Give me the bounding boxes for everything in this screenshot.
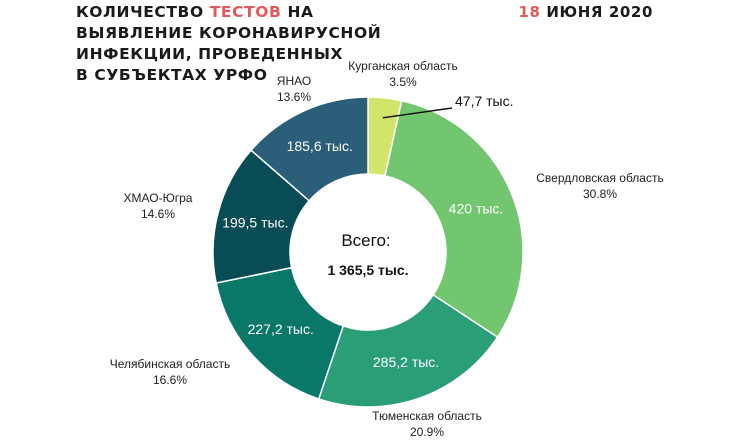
date-day: 18 bbox=[518, 3, 541, 21]
date-rest: ИЮНЯ 2020 bbox=[540, 3, 653, 21]
donut-labels: 47,7 тыс. Курганская область 3.5% 420 тыс. С… bbox=[110, 59, 664, 439]
slice-value-label: 420 тыс. bbox=[449, 200, 504, 216]
callout-line bbox=[382, 107, 453, 119]
slice-percent-label: 14.6% bbox=[141, 207, 175, 221]
slice-category-label: ХМАО-Югра bbox=[124, 191, 193, 205]
slice-2 bbox=[317, 293, 499, 408]
chart-date: 18 ИЮНЯ 2020 bbox=[518, 3, 653, 21]
slice-percent-label: 16.6% bbox=[153, 373, 187, 387]
slice-category-label: Курганская область bbox=[348, 59, 457, 73]
slice-percent-label: 13.6% bbox=[277, 90, 311, 104]
slice-1 bbox=[384, 99, 524, 339]
donut-slices bbox=[212, 96, 524, 408]
center-label: Всего: bbox=[341, 231, 390, 250]
slice-category-label: Тюменская область bbox=[372, 409, 482, 423]
slice-percent-label: 30.8% bbox=[583, 187, 617, 201]
slice-value-label: 199,5 тыс. bbox=[222, 214, 288, 230]
slice-value-label: 285,2 тыс. bbox=[373, 354, 439, 370]
title-line-4: В СУБЪЕКТАХ УРФО bbox=[76, 66, 268, 84]
slice-percent-label: 20.9% bbox=[410, 425, 444, 439]
center-total: 1 365,5 тыс. bbox=[327, 262, 408, 278]
slice-5 bbox=[250, 96, 369, 202]
chart-title: КОЛИЧЕСТВО ТЕСТОВ НА ВЫЯВЛЕНИЕ КОРОНАВИР… bbox=[76, 2, 381, 86]
title-line-2: ВЫЯВЛЕНИЕ КОРОНАВИРУСНОЙ bbox=[76, 24, 382, 42]
slice-value-label: 185,6 тыс. bbox=[287, 138, 353, 154]
title-line-3: ИНФЕКЦИИ, ПРОВЕДЕННЫХ bbox=[76, 45, 344, 63]
slice-category-label: ЯНАО bbox=[277, 74, 311, 88]
slice-category-label: Челябинская область bbox=[110, 357, 230, 371]
title-line-1: КОЛИЧЕСТВО ТЕСТОВ НА bbox=[76, 3, 314, 21]
slice-value-label: 227,2 тыс. bbox=[248, 321, 314, 337]
title-accent: ТЕСТОВ bbox=[209, 3, 282, 21]
slice-category-label: Свердловская область bbox=[536, 171, 663, 185]
slice-value-label: 47,7 тыс. bbox=[455, 93, 514, 109]
slice-percent-label: 3.5% bbox=[389, 75, 417, 89]
